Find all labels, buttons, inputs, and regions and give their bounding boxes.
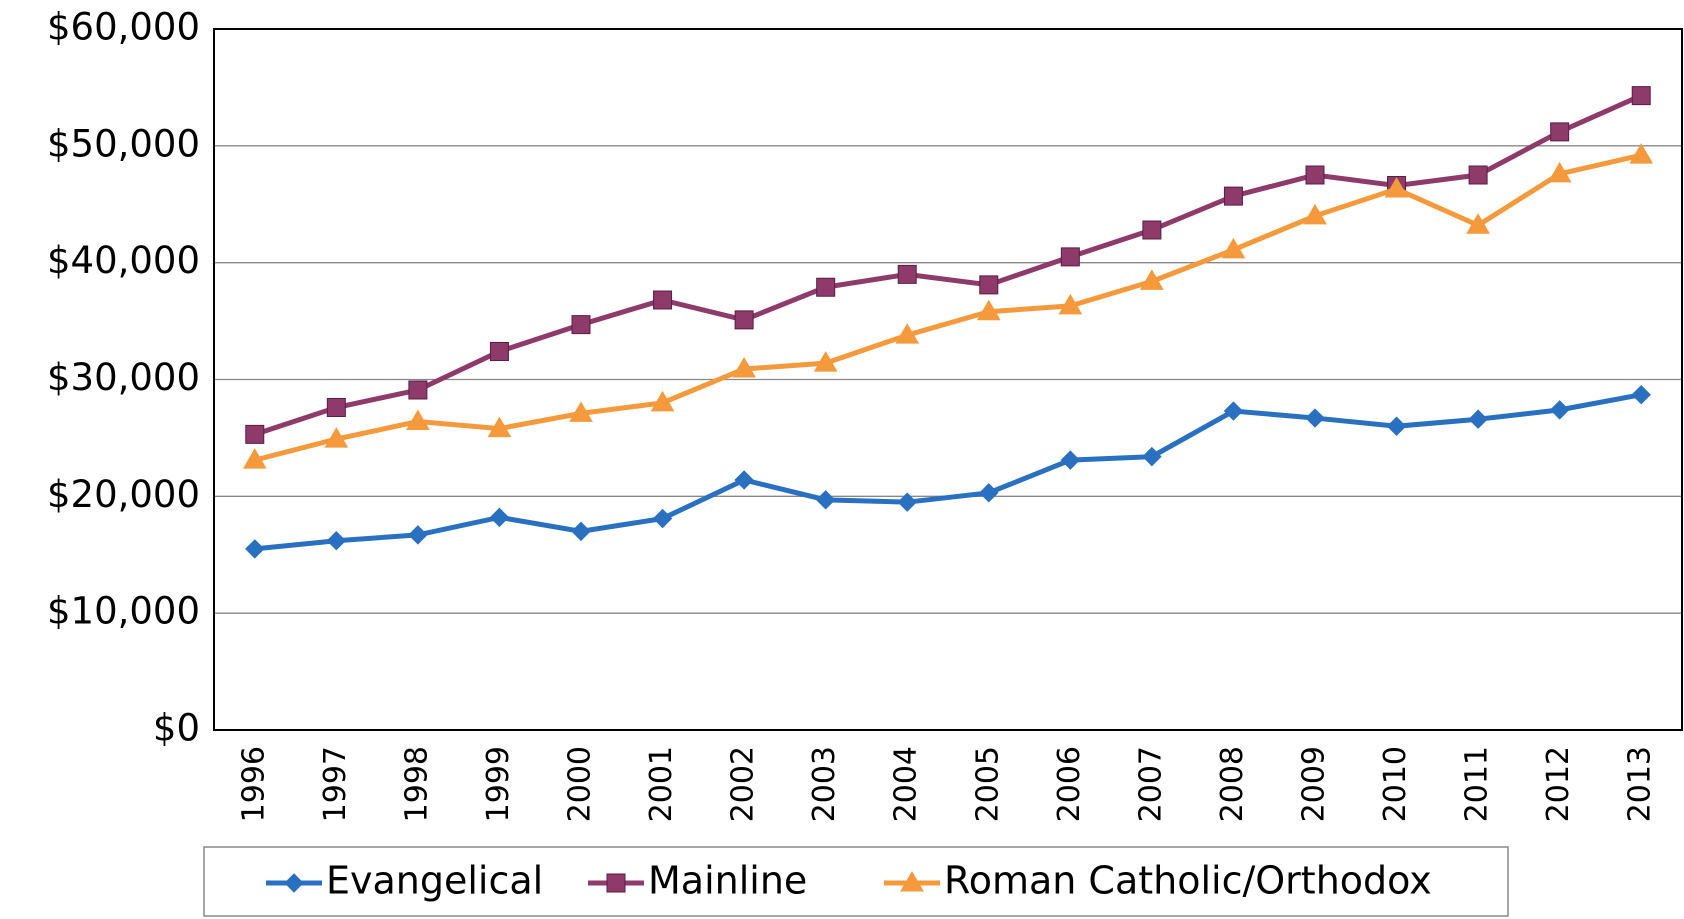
x-tick-label: 2009 <box>1297 746 1332 822</box>
x-tick-label: 2011 <box>1460 746 1495 822</box>
marker <box>1384 177 1409 198</box>
y-tick-label: $10,000 <box>47 590 200 633</box>
marker <box>979 483 999 503</box>
marker <box>324 427 349 448</box>
marker <box>1140 269 1164 290</box>
series-line <box>253 93 1643 437</box>
legend-box <box>203 846 1509 917</box>
marker <box>652 508 673 529</box>
marker <box>487 416 512 438</box>
y-tick-label: $60,000 <box>47 6 200 49</box>
marker <box>650 390 675 412</box>
marker <box>1303 203 1327 225</box>
x-tick-label: 2004 <box>889 746 924 822</box>
marker <box>653 290 673 310</box>
marker <box>897 264 917 284</box>
marker <box>606 873 626 893</box>
marker <box>1305 408 1325 428</box>
marker <box>1386 416 1407 436</box>
marker <box>815 490 836 510</box>
marker <box>245 424 265 444</box>
legend-label: Evangelical <box>326 859 543 903</box>
marker <box>1142 220 1162 240</box>
marker <box>1549 400 1570 420</box>
marker <box>979 275 999 295</box>
x-tick-label: 1998 <box>399 746 434 822</box>
legend-label: Roman Catholic/Orthodox <box>944 859 1432 903</box>
marker <box>895 323 920 344</box>
marker <box>571 315 591 335</box>
marker <box>408 525 428 545</box>
marker <box>1547 161 1572 183</box>
marker <box>734 470 754 490</box>
x-tick-label: 2010 <box>1378 746 1413 822</box>
marker <box>1058 293 1083 315</box>
marker <box>1060 450 1081 470</box>
plot-border <box>213 28 1683 731</box>
y-tick-label: $50,000 <box>47 122 200 165</box>
y-tick-label: $40,000 <box>47 239 200 282</box>
y-tick-label: $30,000 <box>47 356 200 399</box>
x-tick-label: 2000 <box>563 746 598 822</box>
marker <box>489 341 509 361</box>
marker <box>326 531 347 551</box>
marker <box>1142 446 1162 467</box>
x-tick-label: 2006 <box>1052 746 1087 822</box>
x-tick-label: 2012 <box>1541 746 1576 822</box>
x-tick-label: 2001 <box>644 746 679 822</box>
x-tick-label: 2008 <box>1215 746 1250 822</box>
marker <box>1223 186 1243 206</box>
marker <box>408 380 428 400</box>
marker <box>900 871 924 892</box>
x-tick-label: 2007 <box>1133 746 1168 822</box>
marker <box>242 448 267 469</box>
series-line <box>254 392 1642 552</box>
marker <box>284 873 304 893</box>
x-tick-label: 1997 <box>318 746 353 822</box>
marker <box>1466 213 1490 234</box>
x-tick-label: 2013 <box>1623 746 1658 822</box>
marker <box>897 492 917 512</box>
marker <box>569 401 593 422</box>
marker <box>571 521 591 542</box>
x-tick-label: 2002 <box>726 746 761 822</box>
marker <box>326 398 346 418</box>
legend-label: Mainline <box>648 859 807 903</box>
marker <box>816 277 836 297</box>
marker <box>734 310 754 330</box>
series-line <box>254 152 1642 463</box>
y-tick-label: $20,000 <box>47 473 200 516</box>
marker <box>245 539 265 559</box>
legend: Evangelical Mainline Roman Catholic/Orthod… <box>203 846 1509 917</box>
marker <box>732 356 756 378</box>
x-tick-label: 1996 <box>236 746 271 822</box>
marker <box>1223 401 1244 421</box>
marker <box>1305 165 1325 185</box>
x-tick-label: 2003 <box>807 746 842 822</box>
marker <box>489 507 510 528</box>
marker <box>1550 122 1570 142</box>
marker <box>1631 384 1651 405</box>
marker <box>1629 143 1654 164</box>
marker <box>406 409 430 431</box>
marker <box>1060 247 1080 267</box>
marker <box>813 351 838 372</box>
marker <box>1221 237 1246 259</box>
y-tick-label: $0 <box>153 707 200 750</box>
x-tick-label: 1999 <box>481 746 516 822</box>
marker <box>1631 86 1651 106</box>
marker <box>1468 165 1488 185</box>
x-tick-label: 2005 <box>970 746 1005 822</box>
marker <box>976 299 1001 321</box>
marker <box>1468 409 1488 429</box>
